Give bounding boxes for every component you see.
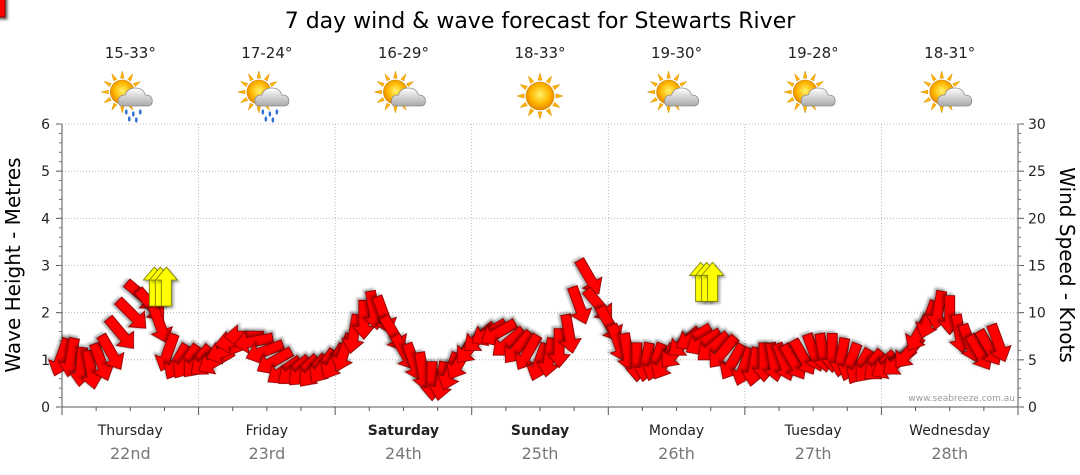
day-name: Friday xyxy=(246,423,288,439)
day-temp: 19-28° xyxy=(788,44,839,62)
right-tick-label: 10 xyxy=(1028,306,1046,322)
day-date: 23rd xyxy=(248,444,285,463)
sun-cloud-rain-icon xyxy=(237,70,290,123)
day-name: Saturday xyxy=(368,423,439,439)
right-tick-label: 15 xyxy=(1028,259,1046,275)
day-labels: Thursday 22nd Friday 23rd Saturday 24th Sunday… xyxy=(97,423,991,463)
wind-arrow xyxy=(986,322,1012,363)
right-tick-label: 25 xyxy=(1028,164,1046,180)
day-name: Sunday xyxy=(511,423,569,439)
left-tick-label: 4 xyxy=(41,211,50,227)
day-date: 26th xyxy=(658,444,695,463)
sun-cloud-icon xyxy=(647,70,699,114)
weather-icons xyxy=(101,70,973,123)
day-date: 27th xyxy=(795,444,832,463)
sun-cloud-icon xyxy=(920,70,973,114)
day-date: 22nd xyxy=(110,444,151,463)
wind-arrows xyxy=(0,0,1012,402)
wind-arrow xyxy=(574,257,603,295)
day-date: 25th xyxy=(522,444,559,463)
right-axis-title: Wind Speed - Knots xyxy=(1055,167,1079,363)
wind-arrow-peak xyxy=(154,266,179,307)
right-tick-label: 0 xyxy=(1028,400,1037,416)
right-axis-ticks: 0 5 10 15 20 25 30 xyxy=(1018,117,1046,416)
wind-arrow xyxy=(558,313,582,354)
wind-arrow xyxy=(96,332,125,371)
right-tick-label: 20 xyxy=(1028,211,1046,227)
day-temp: 16-29° xyxy=(378,44,429,62)
right-tick-label: 30 xyxy=(1028,117,1046,133)
day-name: Tuesday xyxy=(784,423,842,439)
left-tick-label: 6 xyxy=(41,117,50,133)
day-date: 28th xyxy=(931,444,968,463)
sun-cloud-icon xyxy=(784,70,836,114)
day-temp: 15-33° xyxy=(105,44,156,62)
day-name: Thursday xyxy=(97,423,163,439)
wind-arrow xyxy=(567,284,593,325)
day-temp: 18-33° xyxy=(514,44,565,62)
wind-arrow-peak xyxy=(700,261,725,302)
left-axis-ticks: 0 1 2 3 4 5 6 xyxy=(41,117,62,416)
sun-icon xyxy=(516,72,564,120)
right-tick-label: 5 xyxy=(1028,353,1037,369)
day-name: Monday xyxy=(649,423,704,439)
chart-title: 7 day wind & wave forecast for Stewarts … xyxy=(285,9,797,34)
day-name: Wednesday xyxy=(909,423,990,439)
wind-arrow xyxy=(103,314,135,349)
wind-arrow xyxy=(114,296,147,329)
left-tick-label: 3 xyxy=(41,259,50,275)
wind-arrow xyxy=(547,328,572,369)
day-date: 24th xyxy=(385,444,422,463)
day-temp: 18-31° xyxy=(924,44,975,62)
watermark: www.seabreeze.com.au xyxy=(908,394,1015,404)
day-temp: 17-24° xyxy=(241,44,292,62)
daily-temperatures: 15-33° 17-24° 16-29° 18-33° 19-30° 19-28° 18-3… xyxy=(105,44,976,62)
left-tick-label: 2 xyxy=(41,306,50,322)
left-tick-label: 5 xyxy=(41,164,50,180)
wind-arrow xyxy=(340,313,365,354)
left-tick-label: 1 xyxy=(41,353,50,369)
sun-cloud-rain-icon xyxy=(101,70,153,123)
left-tick-label: 0 xyxy=(41,400,50,416)
wind-arrow xyxy=(0,0,6,18)
wind-arrow xyxy=(233,330,275,355)
day-temp: 19-30° xyxy=(651,44,702,62)
sun-cloud-icon xyxy=(374,70,426,114)
left-axis-title: Wave Height - Metres xyxy=(1,157,25,372)
